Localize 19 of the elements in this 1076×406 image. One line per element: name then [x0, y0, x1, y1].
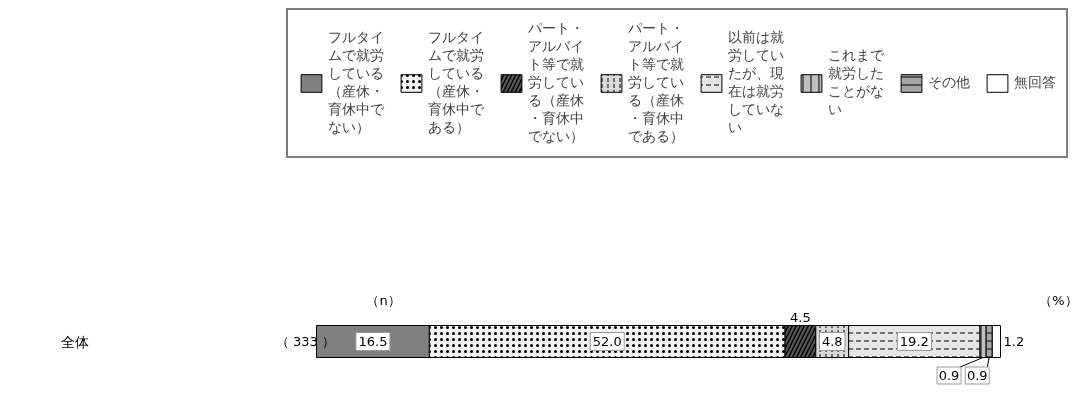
legend-label: フルタイムで就労している（産休・育休中でない）: [328, 29, 384, 137]
data-label: 16.5: [358, 334, 388, 349]
annotation: （n）: [366, 293, 401, 308]
legend-label: 無回答: [1014, 74, 1056, 92]
data-label: 0.9: [938, 368, 960, 383]
y-tick-label: 全体: [60, 333, 89, 350]
data-label: 4.8: [821, 334, 843, 349]
legend-label: フルタイムで就労している（産休・育休中である）: [428, 29, 484, 137]
legend-label: パート・アルバイト等で就労している（産休・育休中である）: [628, 20, 684, 146]
data-label: 19.2: [899, 334, 929, 349]
data-label: 52.0: [592, 334, 622, 349]
legend-label: これまで就労したことがない: [828, 47, 884, 119]
data-label: 4.5: [790, 309, 811, 325]
text: （%）: [1039, 293, 1076, 308]
legend-label: その他: [928, 74, 970, 92]
legend-label: パート・アルバイト等で就労している（産休・育休中でない）: [528, 20, 584, 146]
data-label: 1.2: [1003, 334, 1025, 349]
data-label: 0.9: [966, 368, 988, 383]
legend-label: 以前は就労していたが、現在は就労していない: [728, 29, 784, 137]
